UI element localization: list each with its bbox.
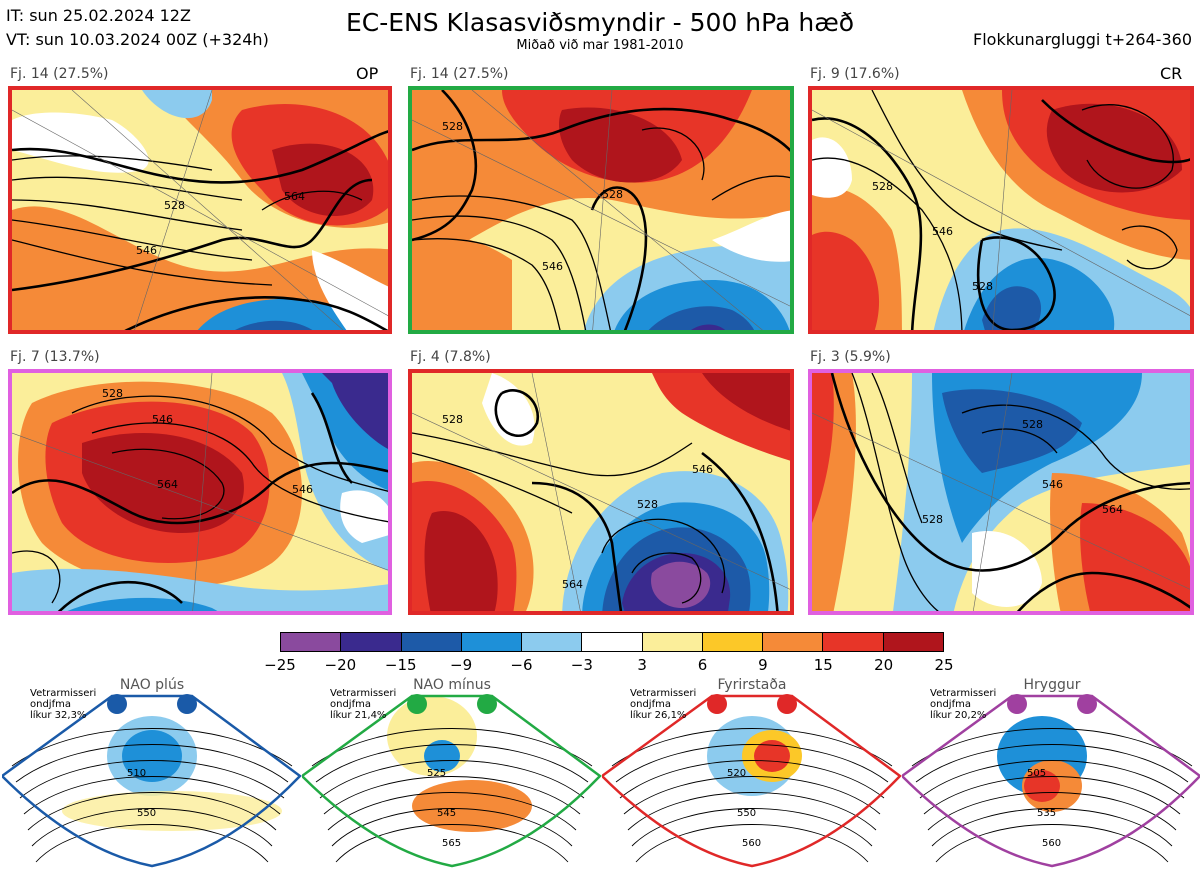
regime-note: Vetrarmisseri ondjfma líkur 32,3% bbox=[30, 688, 97, 721]
window-label: Flokkunargluggi t+264-360 bbox=[973, 30, 1192, 49]
contour-label: 550 bbox=[737, 808, 756, 819]
regime-map: 525 545 565 bbox=[302, 694, 602, 868]
colorbar-swatch bbox=[401, 633, 462, 651]
regime-map: 510 550 bbox=[2, 694, 302, 868]
contour-label: 528 bbox=[602, 188, 623, 201]
contour-label: 546 bbox=[1042, 478, 1063, 491]
contour-label: 550 bbox=[137, 808, 156, 819]
cluster-map-2: 528 546 528 bbox=[408, 86, 794, 334]
contour-label: 528 bbox=[164, 199, 185, 212]
contour-label: 546 bbox=[692, 463, 713, 476]
colorbar-tick-label: −3 bbox=[570, 656, 593, 674]
colorbar-swatch bbox=[883, 633, 943, 651]
contour-label: 535 bbox=[1037, 808, 1056, 819]
colorbar-swatch bbox=[281, 633, 342, 651]
colorbar-swatch bbox=[582, 633, 643, 651]
contour-label: 564 bbox=[157, 478, 178, 491]
colorbar-tick-label: 9 bbox=[758, 656, 768, 674]
panel-2-label: Fj. 14 (27.5%) bbox=[410, 66, 509, 82]
cluster-map-6: 528 546 528 564 bbox=[808, 369, 1194, 615]
regime-note: Vetrarmisseri ondjfma líkur 26,1% bbox=[630, 688, 697, 721]
colorbar-tick-label: 15 bbox=[813, 656, 833, 674]
colorbar-tick-label: −6 bbox=[510, 656, 533, 674]
colorbar-tick-label: 25 bbox=[934, 656, 954, 674]
contour-label: 528 bbox=[637, 498, 658, 511]
regime-title: NAO mínus bbox=[413, 677, 491, 693]
contour-label: 525 bbox=[427, 768, 446, 779]
colorbar-tick-label: −25 bbox=[264, 656, 296, 674]
cluster-map-5: 528 546 528 564 bbox=[408, 369, 794, 615]
contour-label: 564 bbox=[284, 190, 305, 203]
colorbar-tick-label: −20 bbox=[324, 656, 357, 674]
contour-label: 564 bbox=[1102, 503, 1123, 516]
regime-map: 520 550 560 bbox=[602, 694, 902, 868]
anomaly-colorbar bbox=[280, 632, 944, 652]
contour-label: 528 bbox=[102, 387, 123, 400]
contour-label: 565 bbox=[442, 838, 461, 849]
colorbar-tick-label: 20 bbox=[874, 656, 894, 674]
header-info: IT: sun 25.02.2024 12Z VT: sun 10.03.202… bbox=[6, 4, 269, 52]
panel-1-tag: OP bbox=[356, 64, 379, 83]
colorbar-swatch bbox=[763, 633, 824, 651]
init-time: IT: sun 25.02.2024 12Z bbox=[6, 6, 191, 25]
page-title: EC-ENS Klasasviðsmyndir - 500 hPa hæð bbox=[345, 8, 855, 37]
contour-label: 528 bbox=[1022, 418, 1043, 431]
colorbar-swatch bbox=[522, 633, 583, 651]
panel-6-label: Fj. 3 (5.9%) bbox=[810, 349, 891, 365]
panel-4-label: Fj. 7 (13.7%) bbox=[10, 349, 100, 365]
contour-label: 528 bbox=[872, 180, 893, 193]
regime-title: NAO plús bbox=[119, 677, 185, 693]
cluster-map-1: 528 546 564 bbox=[8, 86, 392, 334]
regime-title: Hryggur bbox=[1023, 677, 1081, 693]
colorbar-tick-label: 3 bbox=[637, 656, 647, 674]
contour-label: 528 bbox=[442, 120, 463, 133]
panel-3-tag: CR bbox=[1160, 64, 1183, 83]
contour-label: 505 bbox=[1027, 768, 1046, 779]
panel-3-label: Fj. 9 (17.6%) bbox=[810, 66, 900, 82]
cluster-map-4: 528 546 564 546 bbox=[8, 369, 392, 615]
contour-label: 546 bbox=[542, 260, 563, 273]
contour-label: 528 bbox=[922, 513, 943, 526]
contour-label: 510 bbox=[127, 768, 146, 779]
contour-label: 528 bbox=[972, 280, 993, 293]
regime-map: 505 535 560 bbox=[902, 694, 1200, 868]
colorbar-swatch bbox=[642, 633, 703, 651]
page-subtitle: Miðað við mar 1981-2010 bbox=[516, 38, 684, 53]
colorbar-swatch bbox=[702, 633, 764, 651]
cluster-map-3: 528 546 528 bbox=[808, 86, 1194, 334]
contour-label: 546 bbox=[136, 244, 157, 257]
colorbar-tick-label: 6 bbox=[697, 656, 708, 674]
colorbar-tick-label: −15 bbox=[384, 656, 417, 674]
colorbar-swatch bbox=[341, 633, 402, 651]
panel-5-label: Fj. 4 (7.8%) bbox=[410, 349, 491, 365]
contour-label: 564 bbox=[562, 578, 583, 591]
contour-label: 528 bbox=[442, 413, 463, 426]
contour-label: 546 bbox=[932, 225, 953, 238]
contour-label: 560 bbox=[1042, 838, 1061, 849]
regime-note: Vetrarmisseri ondjfma líkur 20,2% bbox=[930, 688, 997, 721]
regime-title: Fyrirstaða bbox=[717, 677, 787, 693]
colorbar-tick-label: −9 bbox=[450, 656, 473, 674]
colorbar-swatch bbox=[461, 633, 523, 651]
contour-label: 545 bbox=[437, 808, 456, 819]
regime-note: Vetrarmisseri ondjfma líkur 21,4% bbox=[330, 688, 397, 721]
contour-label: 546 bbox=[292, 483, 313, 496]
panel-1-label: Fj. 14 (27.5%) bbox=[10, 66, 109, 82]
contour-label: 546 bbox=[152, 413, 173, 426]
valid-time: VT: sun 10.03.2024 00Z (+324h) bbox=[6, 30, 269, 49]
contour-label: 520 bbox=[727, 768, 746, 779]
colorbar-swatch bbox=[823, 633, 884, 651]
contour-label: 560 bbox=[742, 838, 761, 849]
